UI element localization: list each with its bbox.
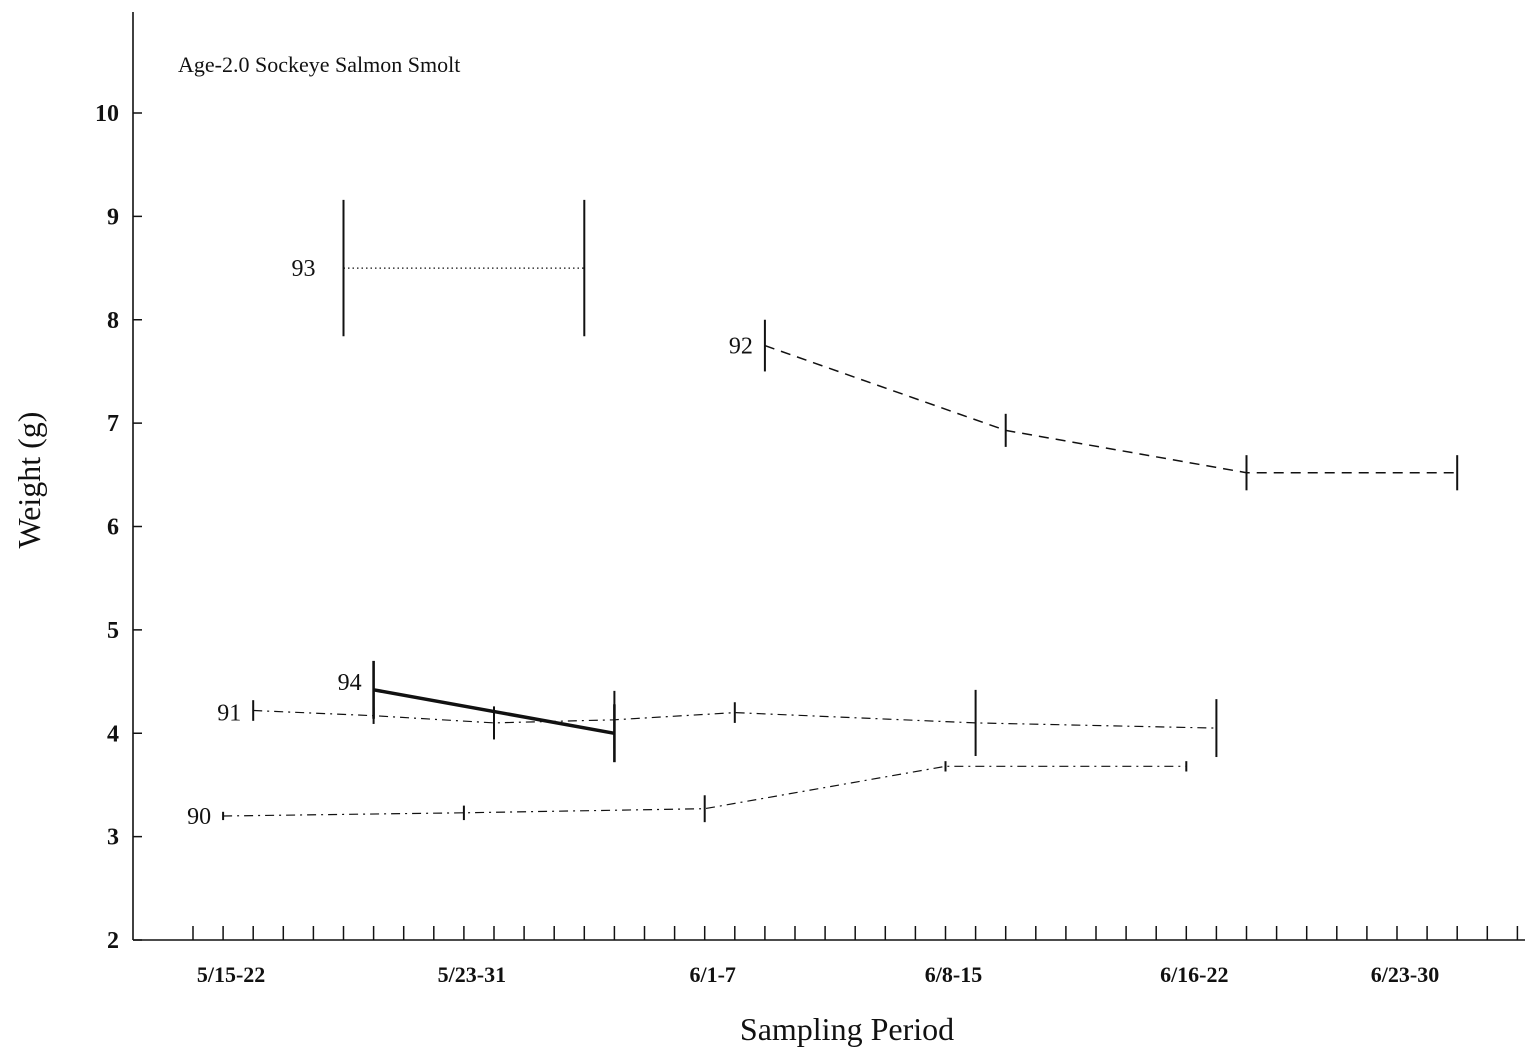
x-tick-label: 5/23-31 <box>438 962 506 987</box>
x-tick-label: 6/1-7 <box>689 962 735 987</box>
series-91 <box>252 689 1218 758</box>
x-tick-label: 5/15-22 <box>197 962 265 987</box>
y-tick-label: 10 <box>95 101 119 127</box>
series-line-92 <box>764 344 1458 474</box>
axes <box>132 12 1525 941</box>
x-tick-label: 6/16-22 <box>1160 962 1228 987</box>
x-tick-label: 6/23-30 <box>1371 962 1439 987</box>
y-tick-label: 6 <box>107 515 119 541</box>
x-axis-ticks: 5/15-22 5/23-31 6/1-7 6/8-15 6/16-22 6/23-30 <box>192 926 1519 987</box>
x-tick-label: 6/8-15 <box>925 962 982 987</box>
series-90 <box>222 761 1188 823</box>
series-label-92: 92 <box>729 334 753 360</box>
series-label-91: 91 <box>217 701 241 727</box>
series-94 <box>372 660 616 763</box>
y-axis-title: Weight (g) <box>11 412 47 549</box>
chart-title: Age-2.0 Sockeye Salmon Smolt <box>178 52 460 77</box>
y-tick-label: 2 <box>107 928 119 954</box>
y-tick-label: 8 <box>107 308 119 334</box>
y-axis-ticks: 2 3 4 5 6 7 8 9 10 <box>95 101 142 954</box>
series-93 <box>342 199 586 337</box>
series-line-90 <box>223 765 1187 817</box>
x-axis-title: Sampling Period <box>740 1011 954 1047</box>
series-label-94: 94 <box>338 670 362 696</box>
series-label-90: 90 <box>187 804 211 830</box>
series-92 <box>763 319 1459 491</box>
y-tick-label: 9 <box>107 204 119 230</box>
series-label-93: 93 <box>292 256 316 282</box>
y-tick-label: 7 <box>107 411 119 437</box>
series-layer <box>222 199 1459 823</box>
y-tick-label: 5 <box>107 618 119 644</box>
y-tick-label: 4 <box>107 721 119 747</box>
y-tick-label: 3 <box>107 825 119 851</box>
series-line-94 <box>373 688 615 736</box>
series-labels: 90 91 92 93 94 <box>187 256 753 830</box>
